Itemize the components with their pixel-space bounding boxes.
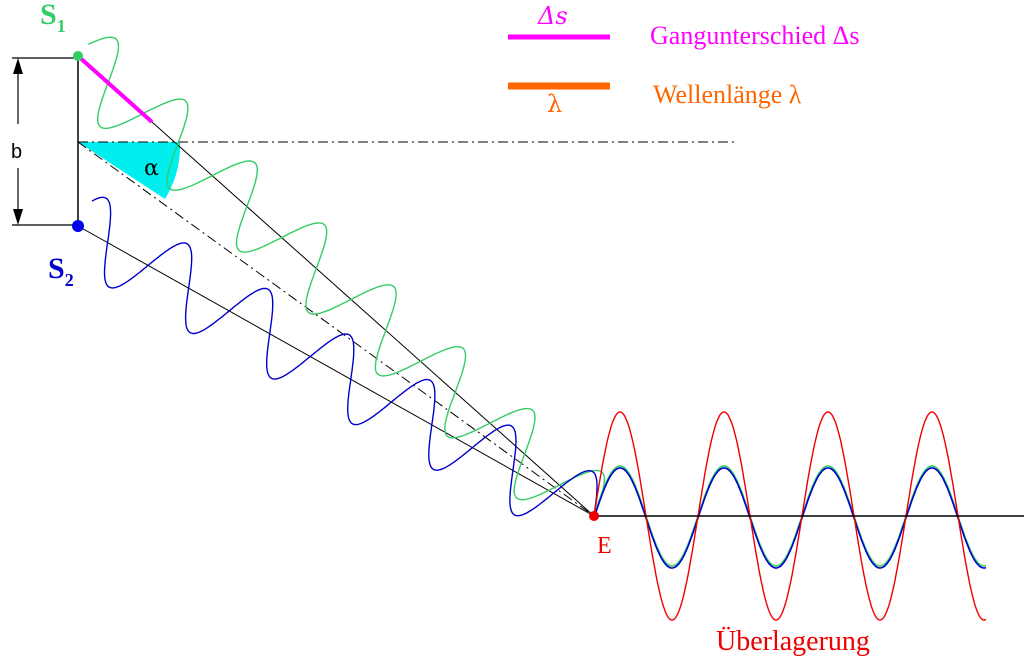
label-s1: S1 (40, 0, 66, 36)
source-s2-point (72, 220, 84, 232)
legend-text-path-difference: Gangunterschied Δs (650, 21, 860, 50)
arrow-down-icon (13, 209, 23, 225)
label-b: b (11, 141, 22, 163)
path-difference-segment (76, 54, 154, 124)
angle-alpha-wedge (78, 142, 181, 199)
legend-item-path-difference: Δs Gangunterschied Δs (508, 2, 860, 50)
legend-symbol-path-difference: Δs (537, 2, 568, 30)
ray-s1-to-e (151, 121, 595, 517)
legend-text-wavelength: Wellenlänge λ (653, 80, 802, 109)
label-alpha: α (144, 156, 159, 181)
label-s2-sub: 2 (65, 270, 74, 290)
wave-from-s1 (88, 36, 606, 517)
label-e: E (597, 533, 612, 559)
label-s2: S2 (48, 252, 74, 290)
label-s1-sub: 1 (57, 16, 66, 36)
legend: Δs Gangunterschied Δs λ Wellenlänge λ (508, 2, 860, 118)
legend-item-wavelength: λ Wellenlänge λ (508, 80, 802, 118)
center-line-to-e (77, 141, 595, 517)
legend-symbol-wavelength: λ (547, 90, 562, 118)
wave-from-s2 (91, 196, 598, 517)
superposition-wave (593, 411, 987, 621)
arrow-up-icon (13, 58, 23, 74)
label-superposition: Überlagerung (716, 626, 870, 657)
wave-s2-after-e (593, 467, 987, 569)
ray-s2-to-e (77, 225, 595, 517)
point-e (589, 511, 599, 521)
source-s1-point (73, 51, 83, 61)
label-s1-letter: S (40, 0, 57, 31)
label-s2-letter: S (48, 252, 65, 285)
